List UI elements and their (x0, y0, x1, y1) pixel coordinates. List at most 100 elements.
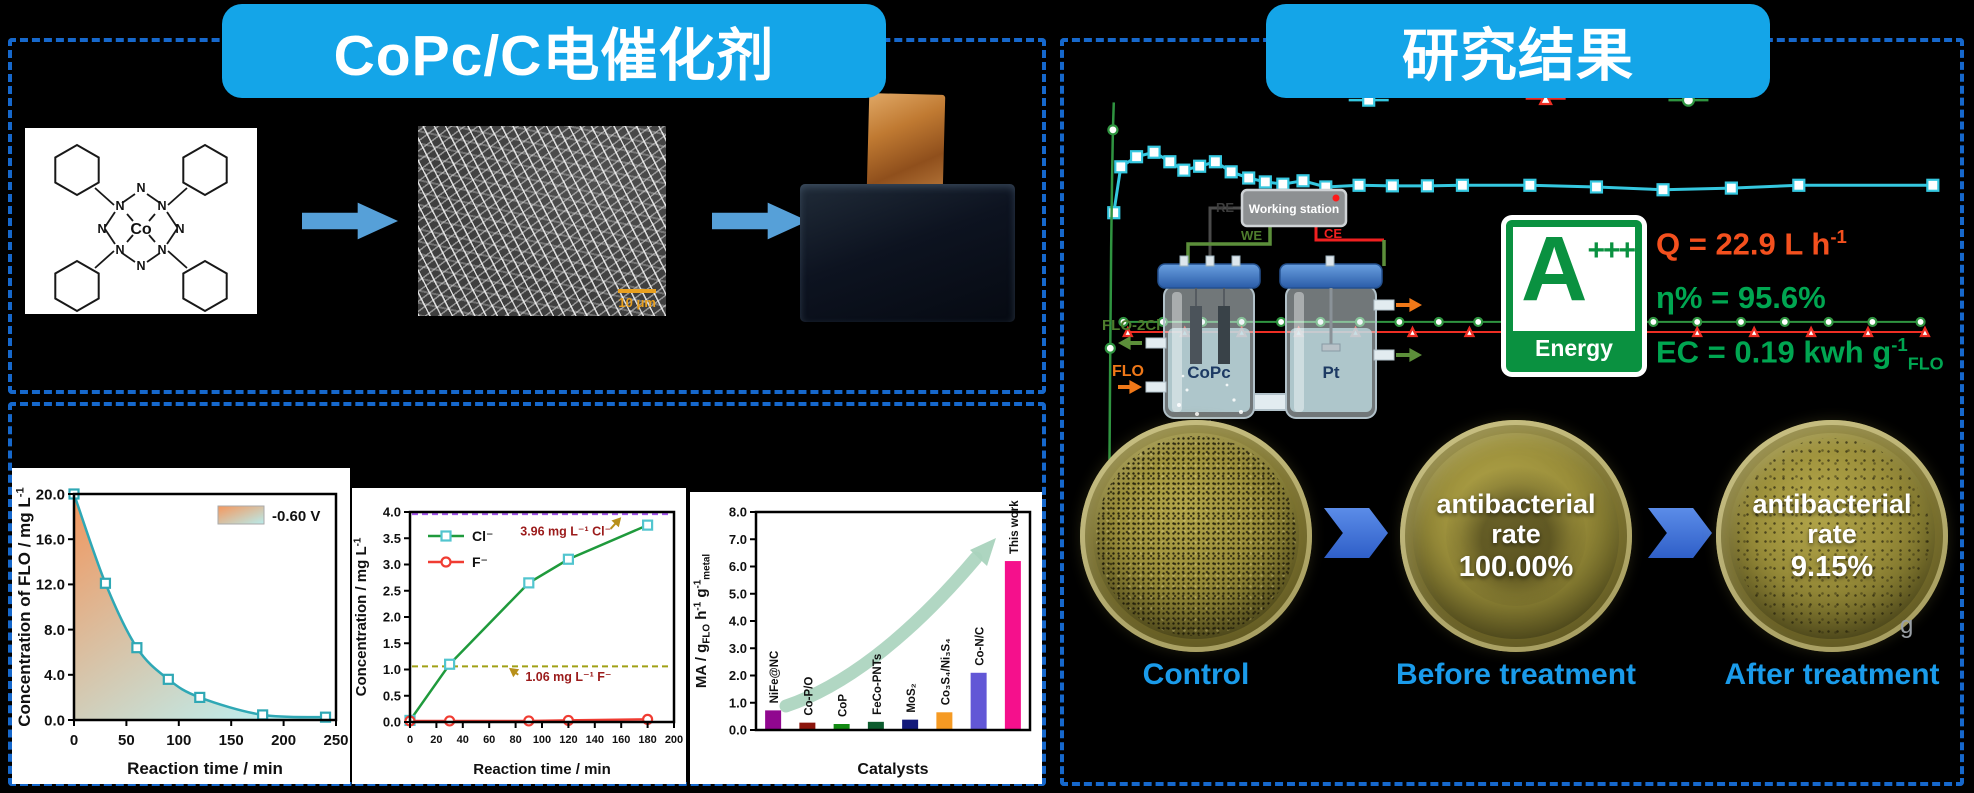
svg-text:20: 20 (430, 734, 442, 746)
energy-caption: Energy (1513, 331, 1635, 365)
svg-text:Co-N/C: Co-N/C (975, 627, 987, 666)
svg-text:50: 50 (118, 732, 135, 749)
svg-text:Co₃S₄/Ni₃S₄: Co₃S₄/Ni₃S₄ (940, 638, 952, 705)
svg-text:N: N (175, 222, 184, 236)
svg-text:140: 140 (586, 734, 604, 746)
svg-text:WE: WE (1241, 228, 1262, 243)
ion-release-chart-card: 3.96 mg L⁻¹ Cl⁻ 1.06 mg L⁻¹ F⁻ 0 20 40 60 80 10… (352, 488, 686, 784)
svg-text:3.96 mg L⁻¹ Cl⁻: 3.96 mg L⁻¹ Cl⁻ (520, 525, 611, 539)
svg-text:MA / gFLO h-1 g-1metal: MA / gFLO h-1 g-1metal (692, 554, 712, 688)
energy-rating-badge: A+++ Energy (1506, 220, 1642, 372)
svg-text:5.0: 5.0 (729, 586, 747, 601)
svg-text:CoPc: CoPc (1187, 363, 1230, 382)
svg-text:40: 40 (457, 734, 469, 746)
svg-text:8.0: 8.0 (729, 505, 747, 520)
svg-text:2.0: 2.0 (729, 668, 747, 683)
svg-text:N: N (157, 199, 166, 213)
svg-text:Reaction time / min: Reaction time / min (127, 759, 283, 778)
svg-text:3.0: 3.0 (729, 641, 747, 656)
svg-text:16.0: 16.0 (36, 531, 65, 548)
svg-text:N: N (97, 222, 106, 236)
svg-text:120: 120 (559, 734, 577, 746)
svg-text:2.0: 2.0 (383, 610, 401, 625)
svg-text:Working station: Working station (1249, 202, 1339, 216)
svg-text:0: 0 (407, 734, 413, 746)
svg-text:6.0: 6.0 (729, 559, 747, 574)
svg-text:4.0: 4.0 (44, 667, 65, 684)
svg-text:1.06 mg L⁻¹ F⁻: 1.06 mg L⁻¹ F⁻ (525, 670, 611, 684)
metric-q-sup: -1 (1830, 226, 1847, 247)
metric-energy-consumption: EC = 0.19 kwh g-1FLO (1656, 334, 1944, 375)
svg-text:RE: RE (1216, 200, 1234, 215)
svg-text:N: N (136, 259, 145, 273)
metric-ec-sub: FLO (1907, 353, 1944, 374)
svg-text:150: 150 (219, 732, 244, 749)
catalyst-comparison-bar-chart: NiFe@NC Co-P/O CoP FeCo-PNTs MoS₂ Co₃S₄/Ni₃S₄… (692, 500, 1032, 778)
svg-text:N: N (115, 243, 124, 257)
metric-efficiency: η% = 95.6% (1656, 280, 1826, 315)
svg-text:4.0: 4.0 (729, 614, 747, 629)
dish-label-before: Before treatment (1395, 658, 1637, 691)
sem-scale-label: 10 μm (618, 289, 656, 310)
energy-grade-letter: A (1521, 218, 1588, 320)
svg-text:Co: Co (130, 221, 152, 238)
svg-text:0.5: 0.5 (383, 688, 401, 703)
svg-text:N: N (157, 243, 166, 257)
svg-text:Reaction time / min: Reaction time / min (473, 761, 611, 778)
svg-text:4.0: 4.0 (383, 505, 401, 520)
corner-mark: g (1900, 612, 1914, 639)
svg-text:This work: This work (1009, 500, 1021, 554)
svg-text:0: 0 (70, 732, 78, 749)
svg-text:20.0: 20.0 (36, 486, 65, 503)
svg-text:60: 60 (483, 734, 495, 746)
svg-text:1.5: 1.5 (383, 636, 401, 651)
energy-grade-plus: +++ (1587, 234, 1636, 267)
dish-label-control: Control (1142, 658, 1250, 691)
results-panel-title: 研究结果 (1266, 4, 1770, 98)
charts-panel-border (8, 402, 1046, 786)
svg-text:1.0: 1.0 (383, 662, 401, 677)
svg-text:FLO: FLO (1112, 363, 1144, 380)
svg-text:CE: CE (1324, 226, 1342, 241)
svg-text:3.0: 3.0 (383, 557, 401, 572)
svg-text:180: 180 (638, 734, 656, 746)
petri-dish-before-treatment: antibacterial rate 100.00% (1400, 420, 1632, 652)
antibacterial-rate-overlay: antibacterial rate 9.15% (1716, 420, 1948, 652)
antibacterial-rate-overlay: antibacterial rate 100.00% (1400, 420, 1632, 652)
svg-text:N: N (115, 199, 124, 213)
svg-text:12.0: 12.0 (36, 577, 65, 594)
sem-image: 10 μm (418, 126, 666, 316)
overlay-line1: antibacterial (1752, 488, 1912, 519)
svg-text:1.0: 1.0 (729, 695, 747, 710)
treatment-arrow-1 (1324, 508, 1388, 558)
svg-text:N: N (136, 181, 145, 195)
energy-grade: A+++ (1521, 218, 1636, 320)
copc-molecule-structure: Co N N N N N N N N (25, 128, 257, 314)
catalyst-panel-title: CoPc/C电催化剂 (222, 4, 886, 98)
svg-text:FLO-2Cl: FLO-2Cl (1102, 317, 1160, 334)
svg-text:Catalysts: Catalysts (857, 761, 928, 778)
svg-text:7.0: 7.0 (729, 532, 747, 547)
overlay-line2: rate (1807, 518, 1857, 549)
overlay-line1: antibacterial (1436, 488, 1596, 519)
overlay-value: 100.00% (1458, 551, 1574, 583)
petri-dish-control (1080, 420, 1312, 652)
svg-text:Cl⁻: Cl⁻ (472, 528, 493, 544)
svg-text:250: 250 (323, 732, 348, 749)
svg-text:200: 200 (271, 732, 296, 749)
svg-text:Co-P/O: Co-P/O (803, 677, 815, 716)
svg-text:FeCo-PNTs: FeCo-PNTs (872, 654, 884, 715)
metric-q-text: Q = 22.9 L h (1656, 226, 1831, 262)
molecule-drawing: CoN NN NNN NN (54, 143, 228, 313)
svg-text:8.0: 8.0 (44, 622, 65, 639)
flo-decay-chart-card: 0 50 100 150 200 250 0.0 4.0 8.0 12.0 16.0 20.0 Reac… (12, 468, 350, 784)
ion-release-chart: 3.96 mg L⁻¹ Cl⁻ 1.06 mg L⁻¹ F⁻ 0 20 40 60 80 10… (352, 505, 683, 778)
svg-text:2.5: 2.5 (383, 583, 401, 598)
svg-text:200: 200 (665, 734, 683, 746)
treatment-arrow-2 (1648, 508, 1712, 558)
dish-center-shade (1446, 466, 1586, 606)
flo-decay-chart: 0 50 100 150 200 250 0.0 4.0 8.0 12.0 16.0 20.0 Reac… (15, 486, 349, 778)
svg-text:3.5: 3.5 (383, 531, 401, 546)
svg-text:0.0: 0.0 (383, 715, 401, 730)
